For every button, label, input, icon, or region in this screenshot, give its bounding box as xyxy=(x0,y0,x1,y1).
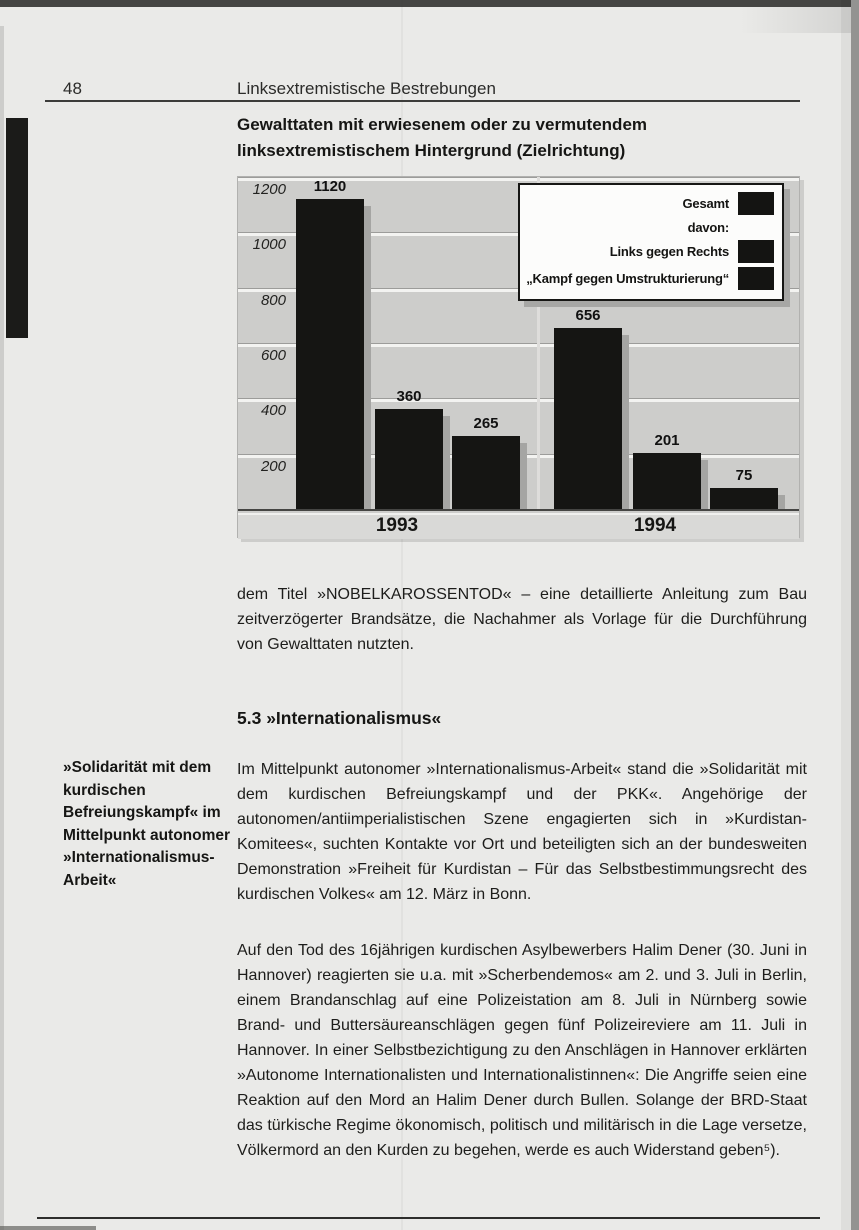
scan-top-right-shading xyxy=(739,7,859,33)
legend-swatch-gesamt xyxy=(738,192,774,215)
y-tick-label: 400 xyxy=(260,402,286,420)
gridline xyxy=(238,398,799,403)
bar-value-label: 656 xyxy=(575,307,601,324)
bar-value-label: 1120 xyxy=(313,178,347,195)
header-rule xyxy=(45,100,800,102)
legend-swatch-links-gegen-rechts xyxy=(738,240,774,263)
y-tick-label: 200 xyxy=(260,457,286,475)
gridline xyxy=(238,343,799,347)
x-axis-label-1993: 1993 xyxy=(375,515,419,536)
legend-label: „Kampf gegen Umstrukturierung“ xyxy=(526,271,729,286)
bar-value-label: 265 xyxy=(473,415,499,432)
page-number: 48 xyxy=(63,79,82,98)
scan-left-shading xyxy=(0,26,4,1230)
section-heading-5-3: 5.3 »Internationalismus« xyxy=(237,708,442,728)
bar-1994-links-gegen-rechts: 201 xyxy=(633,432,708,509)
scan-right-shading xyxy=(841,0,851,1230)
running-header: Linksextremistische Bestrebungen xyxy=(237,79,496,98)
legend-item-gesamt: Gesamt xyxy=(524,191,774,216)
bar-value-label: 201 xyxy=(654,432,680,449)
bar-1994-kampf-gegen-umstrukturierung: 75 xyxy=(710,467,785,509)
bar-value-label: 75 xyxy=(735,467,753,484)
legend-item-kampf-gegen-umstrukturierung: „Kampf gegen Umstrukturierung“ xyxy=(524,266,774,291)
footer-rule xyxy=(37,1217,820,1219)
bar-1993-links-gegen-rechts: 360 xyxy=(375,388,450,509)
x-axis-label-1994: 1994 xyxy=(633,515,677,536)
thumb-index-tab xyxy=(6,118,28,338)
legend-swatch-kampf-gegen-umstrukturierung xyxy=(738,267,774,290)
legend-item-links-gegen-rechts: Links gegen Rechts xyxy=(524,239,774,264)
bar-value-label: 360 xyxy=(396,388,422,405)
y-tick-label: 1000 xyxy=(252,236,286,254)
paragraph-nobelkarossentod: dem Titel »NOBELKAROSSENTOD« – eine deta… xyxy=(237,586,807,653)
paragraph-internationalismus-2: Auf den Tod des 16jährigen kurdischen As… xyxy=(237,942,807,1159)
bar-1994-gesamt: 656 xyxy=(554,307,629,509)
page-crease xyxy=(401,0,403,1230)
legend-label: Gesamt xyxy=(682,196,730,211)
bar-1993-gesamt: 1120 xyxy=(296,178,371,509)
bar-chart: Gesamt davon: Links gegen Rechts „Kampf … xyxy=(237,176,800,539)
gridline xyxy=(238,177,799,181)
year-group-divider xyxy=(537,177,540,509)
chart-legend: Gesamt davon: Links gegen Rechts „Kampf … xyxy=(518,183,784,301)
scan-top-edge xyxy=(0,0,859,7)
margin-note: »Solidarität mit dem kurdischen Befreiun… xyxy=(63,759,231,889)
y-tick-label: 800 xyxy=(260,291,286,309)
legend-label: Links gegen Rechts xyxy=(609,244,729,259)
scan-right-edge xyxy=(851,0,859,1230)
bar-1993-kampf-gegen-umstrukturierung: 265 xyxy=(452,415,527,509)
legend-label: davon: xyxy=(687,220,730,235)
y-tick-label: 600 xyxy=(260,347,286,364)
scan-bottom-edge xyxy=(0,1226,96,1230)
paragraph-internationalismus-1: Im Mittelpunkt autonomer »Internationali… xyxy=(237,761,807,903)
chart-title: Gewalttaten mit erwiesenem oder zu vermu… xyxy=(237,115,648,160)
chart-x-axis-band xyxy=(238,513,799,539)
legend-item-davon: davon: xyxy=(524,218,774,237)
chart-plot: Gesamt davon: Links gegen Rechts „Kampf … xyxy=(238,177,799,511)
y-tick-label: 1200 xyxy=(252,181,286,198)
